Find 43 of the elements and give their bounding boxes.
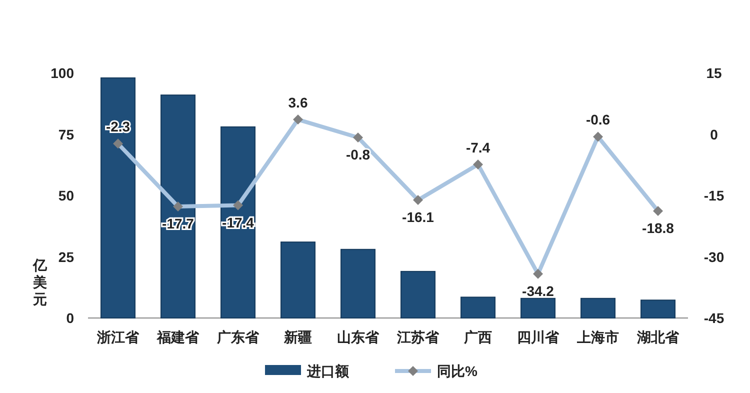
bar <box>520 298 556 318</box>
x-tick-label: 广西 <box>463 329 492 345</box>
bar <box>460 296 496 318</box>
bar <box>640 300 676 318</box>
data-label: -34.2 <box>522 282 554 299</box>
data-label: -16.1 <box>402 208 434 225</box>
data-label: -18.8 <box>642 220 674 236</box>
y2-tick-label: 15 <box>706 65 722 81</box>
x-tick-label: 山东省 <box>337 329 380 345</box>
y2-tick-label: 0 <box>710 126 718 142</box>
x-tick-label: 新疆 <box>283 329 312 345</box>
y-tick-label: 50 <box>58 188 74 204</box>
data-label: -17.4 <box>222 214 254 230</box>
x-tick-label: 上海市 <box>576 329 619 345</box>
x-tick-label: 福建省 <box>156 329 200 345</box>
legend-label: 同比% <box>437 363 478 379</box>
bar <box>400 270 436 318</box>
data-label: -7.4 <box>466 139 490 156</box>
bar <box>580 298 616 318</box>
data-label: -17.7 <box>162 216 194 232</box>
y-tick-label: 0 <box>66 310 74 326</box>
bar <box>100 77 136 318</box>
legend-label: 进口额 <box>306 363 350 379</box>
y2-tick-label: -30 <box>704 248 724 265</box>
y2-tick-label: -45 <box>704 310 724 326</box>
data-label: -2.3 <box>106 118 130 135</box>
data-label: -0.8 <box>346 146 370 163</box>
x-tick-label: 湖北省 <box>636 329 680 345</box>
bar <box>220 126 256 318</box>
y-axis-title: 亿美元 <box>32 257 48 307</box>
x-tick-label: 浙江省 <box>96 329 140 345</box>
bar <box>160 94 196 318</box>
bar <box>340 248 376 318</box>
y2-tick-label: -15 <box>704 188 724 204</box>
x-tick-label: 广东省 <box>216 329 260 345</box>
y-tick-label: 100 <box>50 65 74 81</box>
y-tick-label: 25 <box>58 248 74 265</box>
bar <box>280 242 316 318</box>
x-tick-label: 江苏省 <box>396 329 440 345</box>
data-label: 3.6 <box>288 94 308 111</box>
data-label: -0.6 <box>586 112 610 128</box>
x-tick-label: 四川省 <box>517 329 560 345</box>
y-tick-label: 75 <box>58 126 74 142</box>
